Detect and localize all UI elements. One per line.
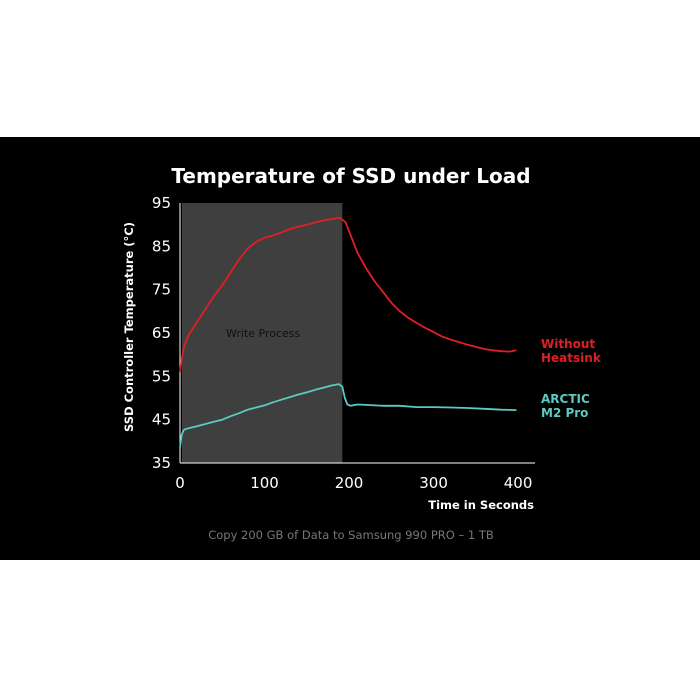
y-tick-label: 65 xyxy=(152,324,171,342)
legend-label-arctic-m2-pro: ARCTIC M2 Pro xyxy=(541,392,590,420)
y-axis-label: SSD Controller Temperature (°C) xyxy=(122,222,136,432)
y-tick-label: 75 xyxy=(152,281,171,299)
x-axis-label: Time in Seconds xyxy=(428,498,534,512)
x-tick-label: 300 xyxy=(419,474,448,492)
x-tick-label: 400 xyxy=(504,474,533,492)
y-tick-label: 85 xyxy=(152,237,171,255)
write-process-label: Write Process xyxy=(226,327,301,340)
y-tick-label: 35 xyxy=(152,454,171,472)
x-tick-label: 0 xyxy=(175,474,185,492)
chart-panel xyxy=(0,137,700,560)
chart-title: Temperature of SSD under Load xyxy=(171,164,530,188)
series-line-without-heatsink xyxy=(179,216,517,373)
chart-caption: Copy 200 GB of Data to Samsung 990 PRO –… xyxy=(208,528,494,542)
legend-label-without-heatsink: Without Heatsink xyxy=(541,337,602,365)
x-tick-label: 200 xyxy=(335,474,364,492)
y-tick-label: 95 xyxy=(152,194,171,212)
y-tick-label: 45 xyxy=(152,411,171,429)
y-tick-label: 55 xyxy=(152,367,171,385)
write-process-region xyxy=(182,203,343,463)
series-line-arctic-m2-pro xyxy=(179,383,517,448)
x-tick-label: 100 xyxy=(250,474,279,492)
